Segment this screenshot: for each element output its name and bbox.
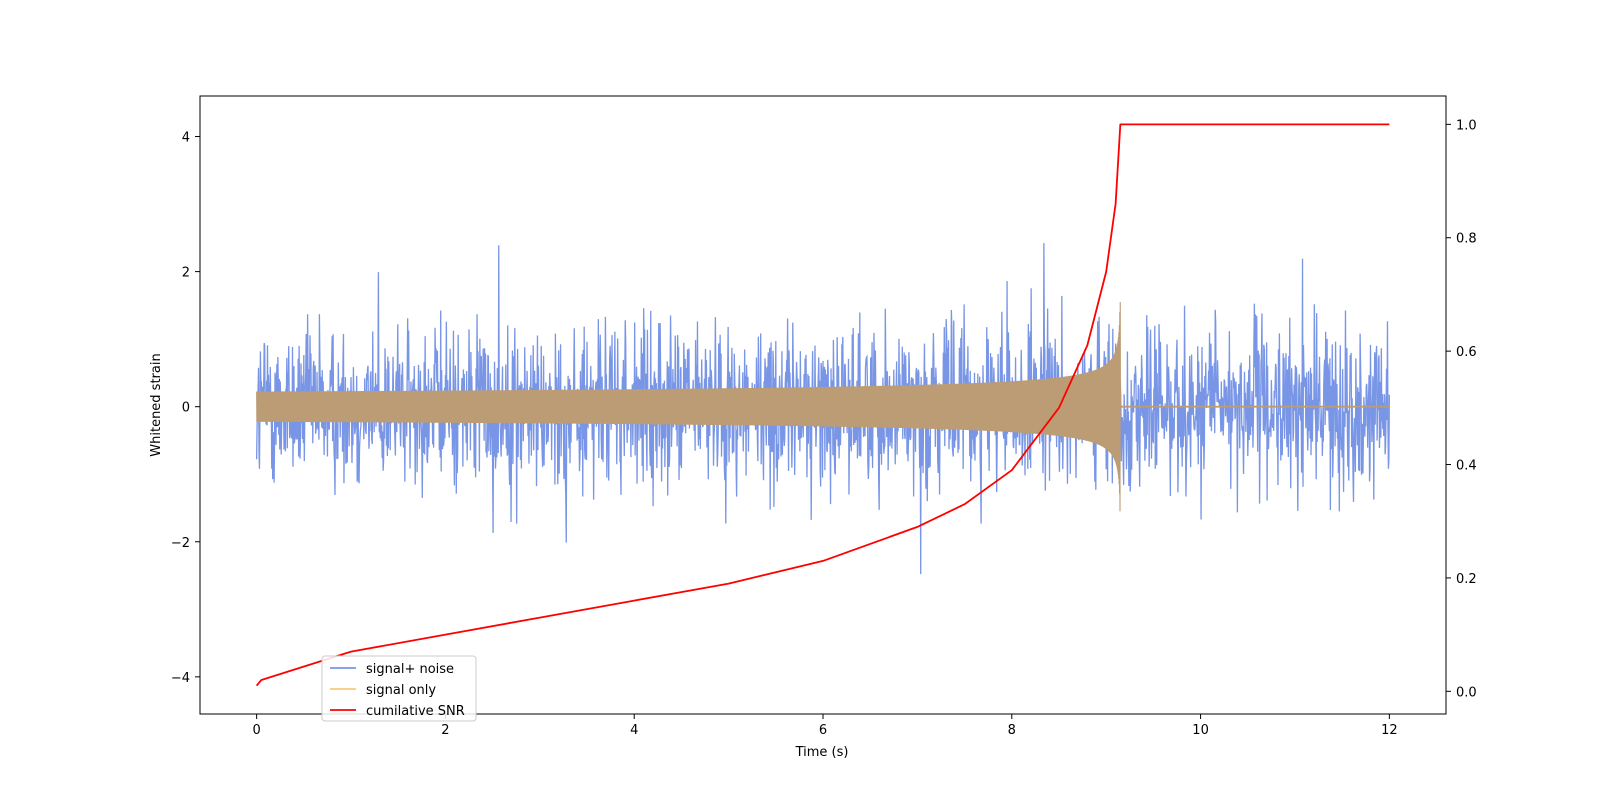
y-tick-label: 2	[182, 266, 190, 281]
x-tick-label: 4	[630, 723, 638, 738]
x-tick-label: 2	[441, 723, 449, 738]
y-tick-label: 4	[182, 131, 190, 146]
legend-box	[321, 655, 477, 722]
plot-area	[255, 123, 1391, 687]
x-tick-label: 0	[252, 723, 260, 738]
y2-tick-label: 0.6	[1456, 345, 1477, 360]
y2-tick-label: 0.8	[1456, 232, 1477, 247]
x-tick-label: 6	[819, 723, 827, 738]
x-tick-label: 10	[1192, 723, 1209, 738]
x-tick-label: 8	[1008, 723, 1016, 738]
y-tick-label: −2	[171, 536, 190, 551]
legend-label: signal only	[366, 683, 436, 698]
y-tick-label: 0	[182, 401, 190, 416]
y2-tick-label: 0.0	[1456, 685, 1477, 700]
legend-label: cumilative SNR	[366, 704, 465, 719]
y-axis-label: Whitened strain	[149, 353, 164, 456]
y2-tick-label: 0.4	[1456, 459, 1477, 474]
y-axis-left: −4 −2 0 2 4	[171, 131, 200, 686]
legend-label: signal+ noise	[366, 662, 454, 677]
y-axis-right: 0.0 0.2 0.4 0.6 0.8 1.0	[1446, 118, 1477, 700]
y2-tick-label: 1.0	[1456, 118, 1477, 133]
series-signal-noise	[255, 243, 1391, 575]
x-axis-label: Time (s)	[795, 745, 849, 760]
x-tick-label: 12	[1381, 723, 1398, 738]
y2-tick-label: 0.2	[1456, 572, 1477, 587]
series-signal-only	[256, 301, 1390, 512]
series-cumulative-snr	[255, 123, 1390, 687]
y-tick-label: −4	[171, 671, 190, 686]
legend: signal+ noise signal only cumilative SNR	[321, 655, 477, 722]
